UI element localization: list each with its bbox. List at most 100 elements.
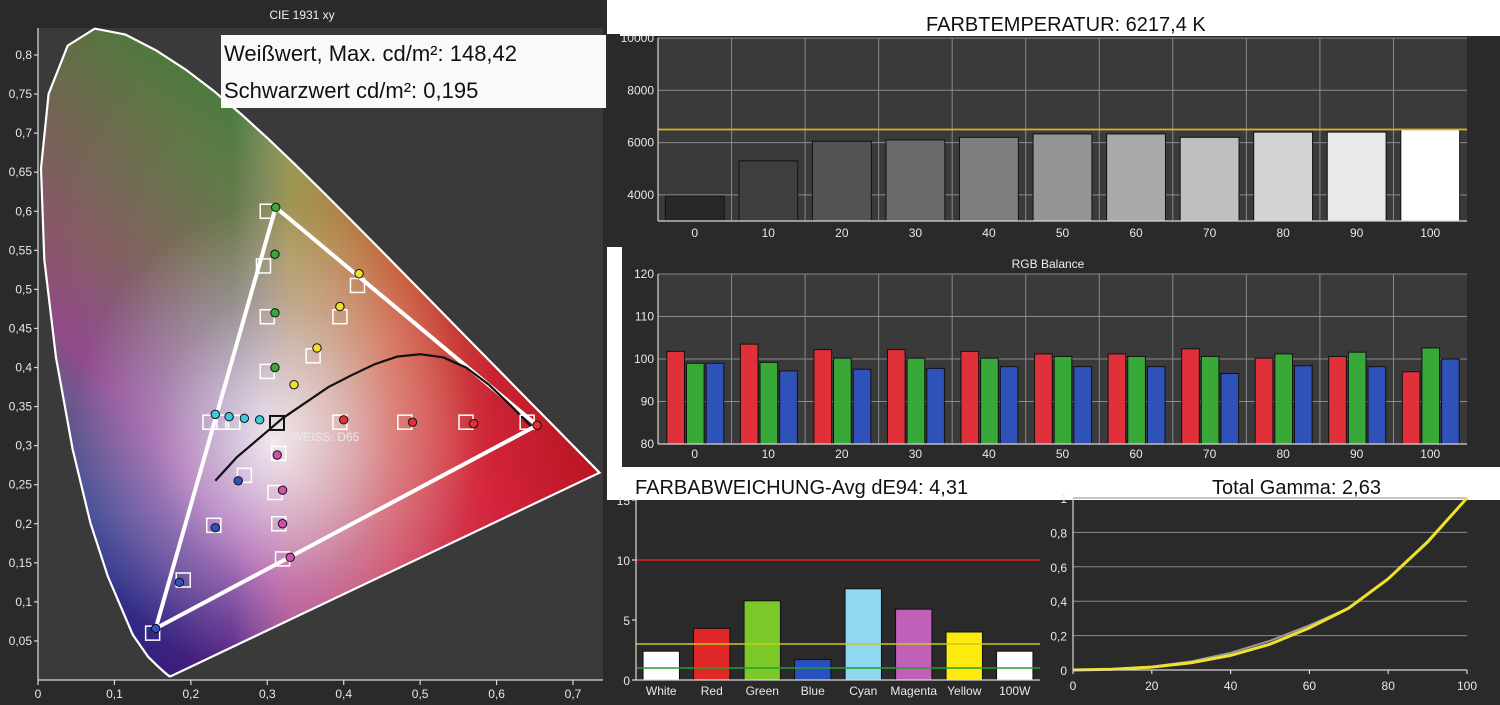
cie-title: CIE 1931 xy — [269, 8, 334, 22]
blackbody-curve — [214, 353, 532, 482]
rgb-bar-g — [1421, 347, 1441, 445]
target-square-cyan — [202, 414, 218, 430]
rgb-x-tick-label: 80 — [1276, 447, 1290, 461]
rgb-x-tick-label: 70 — [1203, 447, 1217, 461]
rgb-bar-g — [1347, 351, 1367, 445]
colortemp-x-tick-label: 60 — [1129, 226, 1143, 240]
colortemp-bar — [811, 140, 872, 222]
rgb-bar-r — [666, 350, 685, 445]
cie-x-tick-label: 0,2 — [183, 687, 200, 701]
cie-y-tick-label: 0,4 — [15, 361, 32, 375]
cie-x-tick-label: 0,4 — [335, 687, 352, 701]
rgb-bar-b — [1367, 366, 1387, 445]
deltae-x-tick-label: Yellow — [947, 684, 982, 698]
deltae-x-tick-label: Magenta — [890, 684, 937, 698]
measured-point-magenta — [285, 552, 295, 563]
luminance-box — [221, 35, 606, 108]
cie-y-tick-label: 0,6 — [15, 204, 32, 218]
colortemp-bar — [664, 195, 725, 222]
colortemp-x-tick-label: 40 — [982, 226, 996, 240]
measured-point-yellow — [354, 269, 364, 279]
deltae-bar-yellow — [945, 631, 983, 681]
rgb-bar-b — [1293, 365, 1313, 445]
rgb-bar-b — [1073, 366, 1093, 445]
measured-point-blue — [233, 476, 243, 486]
cie-y-tick-label: 0,65 — [9, 165, 33, 179]
rgb-bar-g — [1200, 355, 1220, 445]
measured-point-magenta — [277, 485, 288, 495]
rgb-bar-r — [739, 343, 759, 445]
rgb-bar-g — [906, 357, 926, 445]
cie-x-tick-label: 0,6 — [488, 687, 505, 701]
target-square-blue — [236, 467, 253, 484]
measured-point-blue — [151, 623, 161, 634]
cie-x-tick-label: 0 — [35, 687, 42, 701]
measured-point-green — [270, 249, 280, 259]
rgb-y-tick-label: 90 — [641, 395, 655, 409]
gamma-y-tick-label: 0,6 — [1050, 561, 1067, 575]
deltae-bar-100w — [996, 650, 1034, 681]
measured-point-green — [270, 202, 281, 213]
measured-point-yellow — [335, 301, 345, 312]
rgb-bar-g — [685, 362, 705, 445]
rgb-bar-b — [1146, 366, 1166, 445]
colortemp-title-strip — [620, 0, 1500, 36]
target-square-blue — [206, 517, 222, 534]
measured-point-cyan — [254, 415, 265, 425]
cie-marks — [144, 202, 542, 641]
target-square-yellow — [349, 277, 366, 294]
cie-axes: 0 0,1 0,2 0,3 0,4 0,5 0,6 0,7 0,05 0,1 0,15 0,2 0,25… — [9, 28, 603, 701]
cie-x-tick-label: 0,1 — [106, 687, 123, 701]
rgb-bar-b — [999, 366, 1019, 445]
deltae-bar-white — [642, 650, 680, 681]
deltae-x-tick-label: 100W — [999, 684, 1031, 698]
white-point-label: WEISS: D65 — [292, 430, 360, 444]
rgb-bar-r — [1034, 353, 1053, 445]
colortemp-bar — [959, 136, 1019, 222]
cie-x-tick-label: 0,7 — [565, 687, 582, 701]
rgb-y-tick-label: 110 — [635, 310, 654, 324]
measured-point-magenta — [277, 519, 288, 529]
measured-point-cyan — [224, 412, 234, 422]
measured-point-green — [270, 308, 280, 318]
gamma-y-tick-label: 0,4 — [1050, 595, 1067, 609]
colortemp-chart: 4000 6000 8000 10000 0 10 20 30 40 50 60 70 80 90 100 — [621, 31, 1467, 240]
cie-x-tick-label: 0,5 — [412, 687, 429, 701]
target-square-magenta — [271, 445, 287, 462]
rgb-bar-r — [1181, 348, 1200, 445]
rgb-bar-g — [980, 357, 999, 445]
rgb-bar-r — [1254, 357, 1274, 445]
rgb-bar-r — [813, 349, 833, 445]
colortemp-y-tick-label: 4000 — [627, 188, 654, 202]
colortemp-x-tick-label: 10 — [762, 226, 776, 240]
rgb-x-tick-label: 0 — [691, 447, 698, 461]
cie-y-tick-label: 0,35 — [9, 400, 33, 414]
colortemp-x-tick-label: 20 — [835, 226, 849, 240]
measured-point-yellow — [312, 343, 322, 353]
deltae-chart: 0 5 10 15 White Red Green Blue Cyan Magenta Yellow… — [617, 494, 1040, 698]
measured-point-red — [468, 419, 479, 429]
rgb-x-tick-label: 100 — [1420, 447, 1440, 461]
gamma-line-1 — [1072, 496, 1469, 672]
cie-y-tick-label: 0,8 — [15, 48, 32, 62]
rgb-bar-r — [960, 350, 980, 445]
measured-point-blue — [210, 522, 221, 533]
cie-y-tick-label: 0,3 — [15, 439, 32, 453]
deltae-bar-green — [743, 600, 781, 681]
gamma-chart: 0 0,2 0,4 0,6 0,8 1 0 20 40 60 80 100 — [1050, 492, 1477, 693]
measured-point-red — [407, 417, 418, 427]
rgb-bar-g — [1127, 355, 1146, 445]
colortemp-x-tick-label: 80 — [1276, 226, 1290, 240]
colortemp-bar — [1253, 131, 1314, 222]
rgb-bar-b — [926, 367, 945, 445]
colortemp-title: FARBTEMPERATUR: 6217,4 K — [926, 14, 1206, 36]
rgb-y-tick-label: 100 — [634, 352, 654, 366]
rgb-bar-b — [1441, 358, 1460, 445]
cie-y-tick-label: 0,15 — [9, 556, 33, 570]
rgb-bar-r — [1328, 355, 1347, 445]
gamma-y-tick-label: 0,2 — [1050, 630, 1067, 644]
cie-y-tick-label: 0,05 — [9, 634, 33, 648]
rgb-y-tick-label: 80 — [641, 437, 655, 451]
cie-y-tick-label: 0,75 — [9, 87, 33, 101]
